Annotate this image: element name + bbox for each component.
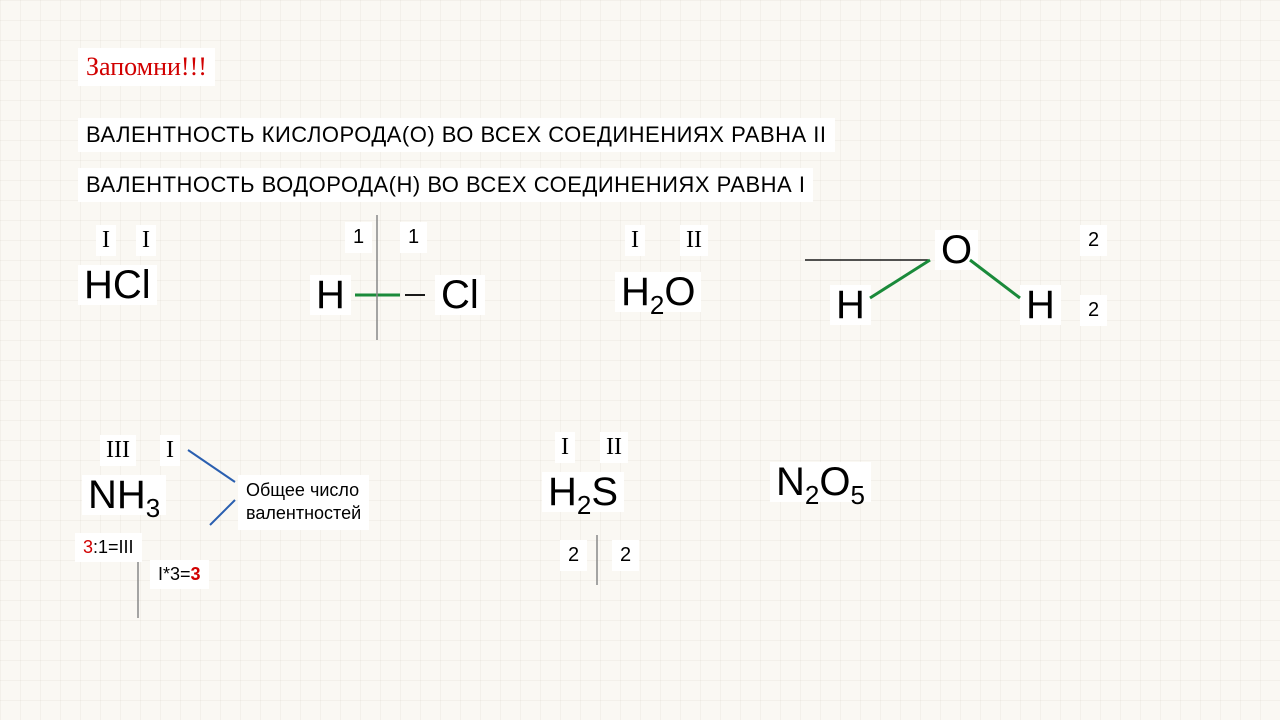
n2o5-o: O [819,460,850,504]
hcl-valence-h: I [96,225,116,256]
nh3-note: Общее число валентностей [238,475,369,530]
h2o-valence-h: I [625,225,645,256]
h2o-h: H [621,270,650,314]
nh3-valence-h: I [160,435,180,466]
nh3-ratio-b: :1=III [93,537,134,557]
hcl-struct-h: H [310,275,351,315]
nh3-formula: NH3 [82,475,166,515]
nh3-valence-n: III [100,435,136,466]
nh3-sub: 3 [146,493,160,523]
hcl-struct-cl: Cl [435,275,485,315]
nh3-line1 [188,450,235,482]
h2s-b2: 2 [612,540,639,571]
h2o-struct-h1: H [830,285,871,325]
h2o-valence-o: II [680,225,708,256]
nh3-note-l2: валентностей [246,502,361,525]
nh3-ratio: 3:1=III [75,533,142,562]
n2o5-formula: N2O5 [770,462,871,502]
hcl-cl: Cl [113,263,151,307]
nh3-mult-b: 3 [191,564,201,584]
hcl-h: H [84,263,113,307]
h2s-h: H [548,470,577,514]
h2o-struct-n2: 2 [1080,295,1107,326]
hcl-formula: HCl [78,265,157,305]
h2o-struct-o: O [935,230,978,270]
h2o-sub: 2 [650,290,664,320]
nh3-mult: I*3=3 [150,560,209,589]
h2s-valence-s: II [600,432,628,463]
h2s-formula: H2S [542,472,624,512]
hcl-struct-n1: 1 [345,222,372,253]
nh3-ratio-a: 3 [83,537,93,557]
nh3-n: N [88,473,117,517]
h2s-sub: 2 [577,490,591,520]
hcl-struct-n2: 1 [400,222,427,253]
n2o5-sub-o: 5 [850,480,864,510]
rule-oxygen: ВАЛЕНТНОСТЬ КИСЛОРОДА(О) ВО ВСЕХ СОЕДИНЕ… [78,118,835,152]
remember-title: Запомни!!! [78,48,215,86]
h2s-s: S [591,470,618,514]
hcl-valence-cl: I [136,225,156,256]
h2o-struct-n1: 2 [1080,225,1107,256]
h2o-formula: H2O [615,272,701,312]
nh3-mult-a: I*3= [158,564,191,584]
rule-hydrogen: ВАЛЕНТНОСТЬ ВОДОРОДА(Н) ВО ВСЕХ СОЕДИНЕН… [78,168,813,202]
nh3-note-l1: Общее число [246,479,361,502]
h2o-o: O [664,270,695,314]
h2o-struct-h2: H [1020,285,1061,325]
n2o5-sub-n: 2 [805,480,819,510]
nh3-h: H [117,473,146,517]
h2s-b1: 2 [560,540,587,571]
nh3-line2 [210,500,235,525]
h2s-valence-h: I [555,432,575,463]
h2o-bond1 [870,260,930,298]
n2o5-n: N [776,460,805,504]
line-overlay [0,0,1280,720]
